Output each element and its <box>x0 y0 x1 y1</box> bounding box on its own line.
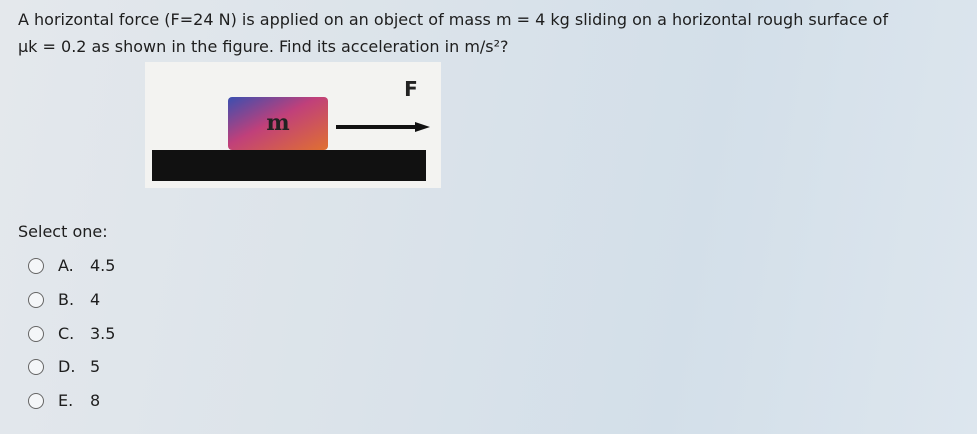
radio-button[interactable] <box>28 325 44 342</box>
question-line: μk = 0.2 as shown in the figure. Find it… <box>18 37 509 56</box>
prompt: Select one: <box>18 222 108 241</box>
option-letter: B. <box>58 289 75 309</box>
radio-button[interactable] <box>28 291 44 308</box>
option-text: 4 <box>90 289 101 309</box>
question-line: A horizontal force (F=24 N) is applied o… <box>18 10 889 29</box>
mass-block <box>228 97 328 150</box>
radio-button[interactable] <box>28 393 44 410</box>
force-label: F <box>404 77 418 101</box>
option-letter: C. <box>58 323 75 343</box>
option-text: 8 <box>90 391 101 411</box>
arrow-head <box>415 122 430 132</box>
option-letter: D. <box>58 357 76 377</box>
option-text: 4.5 <box>90 256 116 275</box>
option-letter: A. <box>58 256 74 275</box>
radio-button[interactable] <box>28 359 44 376</box>
option-text: 5 <box>90 357 101 377</box>
option-text: 3.5 <box>90 323 116 343</box>
mass-label: m <box>266 110 289 136</box>
radio-button[interactable] <box>28 258 44 274</box>
option-letter: E. <box>58 391 74 411</box>
surface <box>152 150 426 181</box>
figure: m F <box>145 62 441 188</box>
